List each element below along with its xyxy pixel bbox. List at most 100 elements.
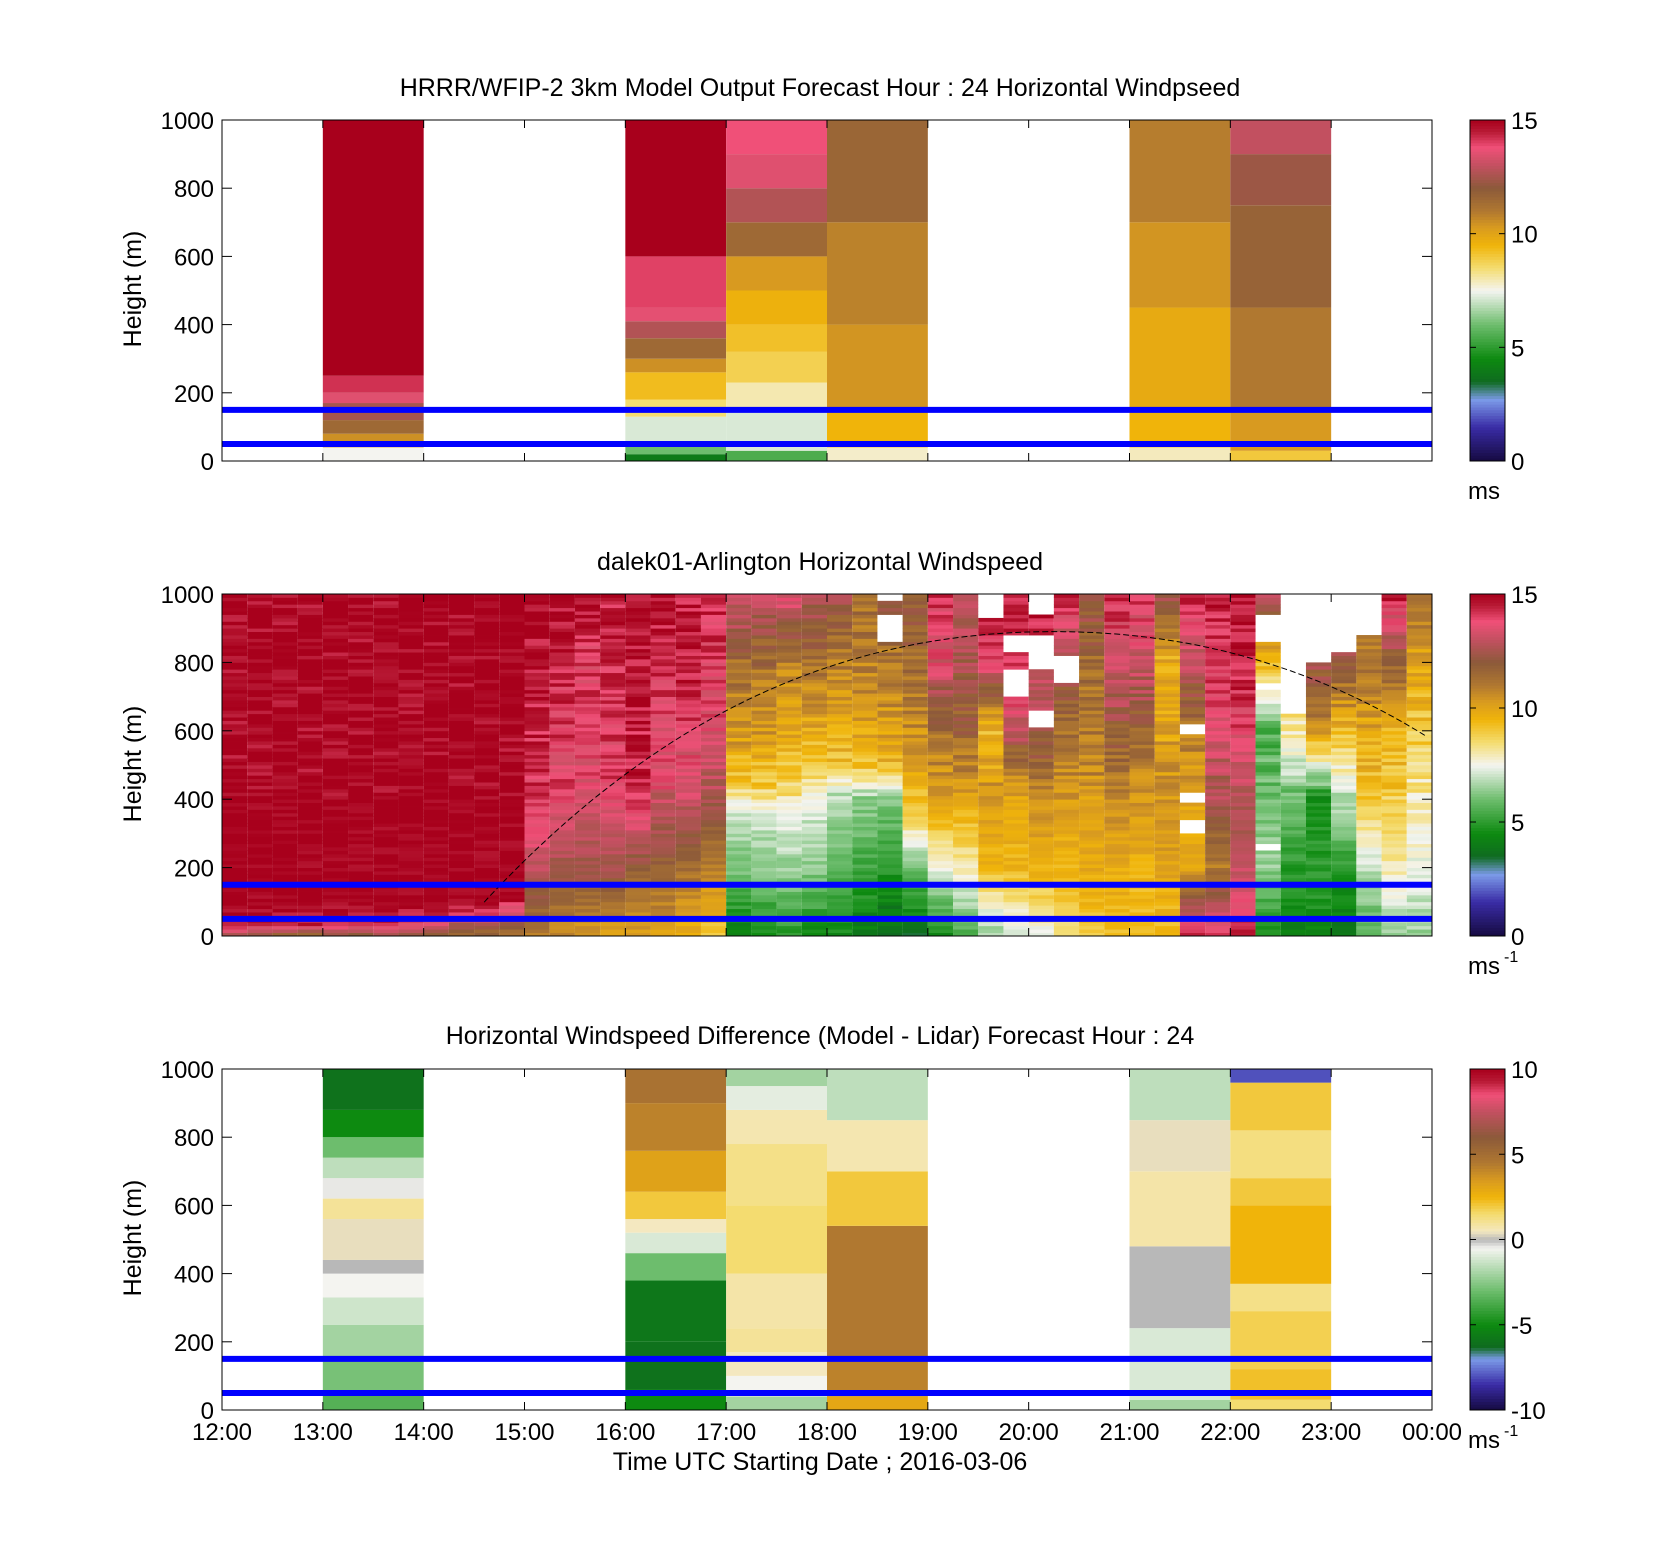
heatmap-cell [1179, 744, 1206, 749]
heatmap-cell [801, 706, 827, 711]
heatmap-cell [827, 672, 853, 677]
heatmap-cell [776, 843, 802, 848]
heatmap-cell [1129, 747, 1155, 752]
heatmap-cell [1129, 864, 1155, 868]
heatmap-cell [700, 877, 727, 882]
heatmap-cell [650, 720, 676, 725]
heatmap-cell [474, 758, 500, 762]
heatmap-cell [978, 877, 1004, 882]
heatmap-cell [877, 795, 903, 800]
heatmap-cell [1079, 720, 1105, 725]
heatmap-cell [953, 765, 979, 769]
heatmap-cell [574, 843, 601, 848]
heatmap-cell [1129, 833, 1155, 838]
heatmap-cell [827, 594, 853, 598]
heatmap-cell [776, 706, 802, 711]
heatmap-cell [852, 720, 878, 725]
heatmap-cell [423, 843, 449, 848]
heatmap-cell [423, 672, 449, 677]
heatmap-cell [1255, 922, 1281, 927]
heatmap-cell [600, 871, 626, 875]
heatmap-cell [474, 696, 500, 701]
heatmap-cell [1381, 682, 1407, 687]
heatmap-cell [1381, 703, 1407, 708]
heatmap-cell [297, 819, 323, 824]
heatmap-cell [726, 706, 752, 711]
heatmap-cell [423, 720, 449, 725]
colorbar-segment [1470, 179, 1505, 184]
heatmap-cell [877, 676, 903, 680]
heatmap-cell [348, 912, 374, 916]
heatmap-cell [1230, 744, 1256, 749]
colorbar-segment [1470, 316, 1505, 320]
heatmap-cell [272, 778, 298, 783]
heatmap-cell [625, 912, 651, 916]
colorbar-segment [1470, 725, 1505, 729]
heatmap-cell [1280, 717, 1306, 721]
colorbar-segment [1470, 267, 1505, 272]
heatmap-cell [297, 594, 323, 598]
heatmap-cell [978, 744, 1004, 749]
heatmap-cell [827, 648, 853, 653]
heatmap-cell [574, 833, 601, 838]
heatmap-cell [1079, 894, 1105, 899]
heatmap-cell [877, 782, 903, 786]
heatmap-cell [726, 256, 827, 291]
heatmap-cell [978, 628, 1004, 633]
heatmap-cell [953, 652, 979, 656]
heatmap-cell [1028, 751, 1054, 756]
heatmap-cell [1003, 925, 1029, 930]
heatmap-cell [1255, 645, 1281, 650]
heatmap-cell [1028, 857, 1054, 862]
heatmap-cell [827, 894, 853, 899]
heatmap-cell [1406, 754, 1432, 759]
heatmap-cell [1356, 771, 1382, 776]
heatmap-cell [297, 723, 323, 728]
heatmap-cell [549, 730, 575, 735]
heatmap-cell [1406, 723, 1432, 728]
heatmap-cell [1154, 747, 1180, 752]
heatmap-cell [1129, 871, 1155, 875]
heatmap-cell [776, 600, 802, 605]
heatmap-cell [297, 802, 323, 807]
heatmap-cell [272, 925, 298, 930]
heatmap-cell [827, 771, 853, 776]
heatmap-cell [852, 689, 878, 694]
heatmap-cell [222, 905, 248, 910]
heatmap-cell [1179, 669, 1206, 674]
heatmap-cell [272, 874, 298, 879]
heatmap-cell [1381, 754, 1407, 759]
heatmap-cell [650, 744, 676, 749]
heatmap-cell [751, 761, 777, 766]
heatmap-cell [625, 744, 651, 749]
heatmap-cell [852, 658, 878, 663]
heatmap-cell [1331, 809, 1357, 814]
heatmap-cell [953, 888, 979, 892]
heatmap-cell [398, 638, 424, 643]
heatmap-cell [549, 795, 575, 800]
heatmap-cell [1381, 713, 1407, 718]
heatmap-cell [348, 871, 374, 875]
heatmap-cell [247, 932, 273, 937]
heatmap-cell [852, 765, 878, 769]
heatmap-cell [927, 795, 954, 800]
heatmap-cell [600, 816, 626, 821]
heatmap-cell [474, 628, 500, 633]
y-tick-label: 400 [174, 313, 214, 340]
heatmap-cell [726, 658, 752, 663]
heatmap-cell [978, 864, 1004, 868]
heatmap-cell [1331, 860, 1357, 865]
heatmap-cell [600, 594, 626, 598]
heatmap-cell [852, 891, 878, 896]
heatmap-cell [1104, 628, 1130, 633]
heatmap-cell [348, 727, 374, 732]
heatmap-cell [348, 806, 374, 810]
heatmap-cell [398, 912, 424, 916]
heatmap-cell [1154, 628, 1180, 633]
heatmap-cell [398, 658, 424, 663]
heatmap-cell [776, 853, 802, 858]
heatmap-cell [927, 747, 954, 752]
heatmap-cell [297, 901, 323, 906]
heatmap-cell [751, 689, 777, 694]
heatmap-cell [222, 655, 248, 660]
